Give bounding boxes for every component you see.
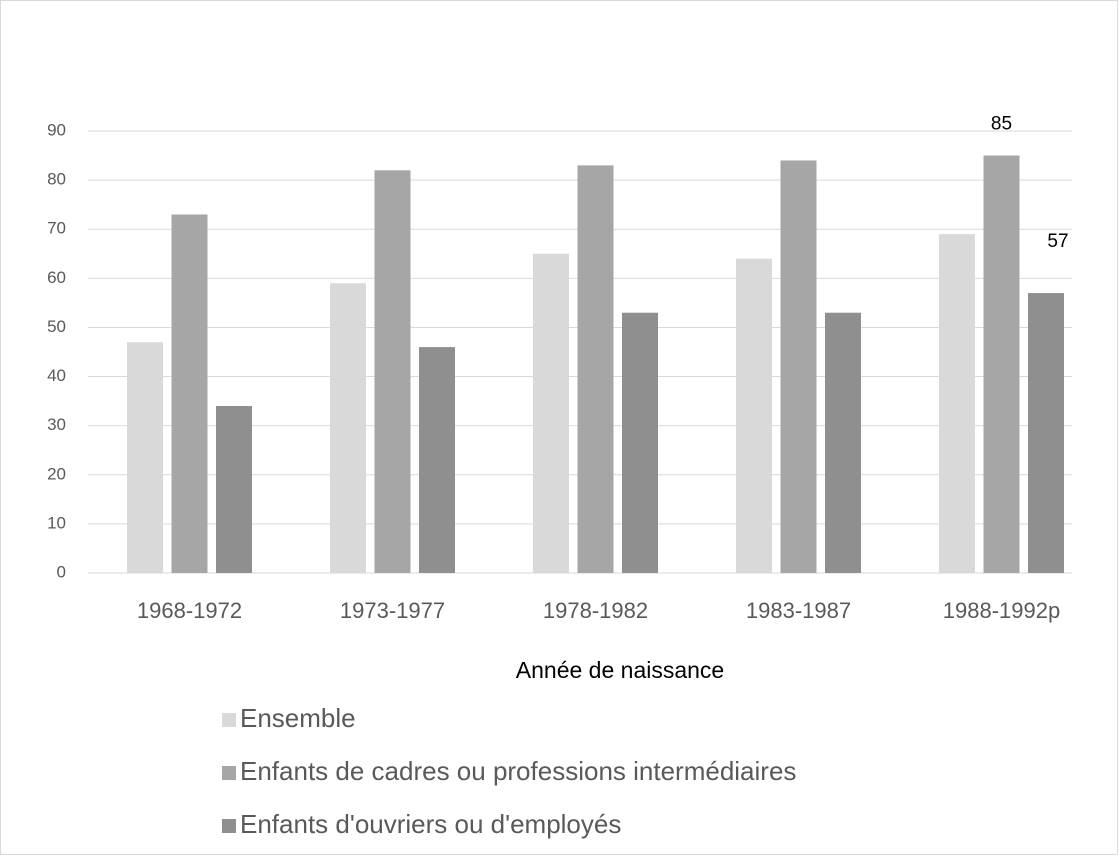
- y-tick-label: 0: [57, 562, 66, 581]
- legend-label: Ensemble: [240, 703, 356, 733]
- bar: [983, 155, 1020, 574]
- x-tick-label: 1983-1987: [746, 598, 851, 623]
- bar: [1028, 293, 1064, 573]
- data-label: 85: [991, 114, 1012, 135]
- legend-swatch: [222, 713, 236, 727]
- legend-label: Enfants de cadres ou professions intermé…: [240, 756, 796, 786]
- bar: [825, 312, 861, 573]
- y-tick-label: 80: [47, 170, 66, 189]
- bar: [533, 253, 569, 573]
- y-tick-label: 10: [47, 513, 66, 532]
- y-tick-label: 50: [47, 317, 66, 336]
- legend-label: Enfants d'ouvriers ou d'employés: [240, 809, 621, 839]
- bar: [939, 234, 975, 573]
- bar: [780, 160, 817, 573]
- bar: [171, 214, 208, 573]
- bar: [577, 165, 614, 573]
- x-tick-label: 1968-1972: [137, 598, 242, 623]
- x-tick-label: 1978-1982: [543, 598, 648, 623]
- bar: [374, 170, 411, 574]
- legend-swatch: [222, 819, 236, 833]
- y-tick-label: 40: [47, 366, 66, 385]
- y-tick-label: 30: [47, 415, 66, 434]
- data-label: 57: [1047, 231, 1068, 252]
- bar: [127, 342, 163, 573]
- bar: [216, 406, 252, 573]
- legend-swatch: [222, 766, 236, 780]
- bar: [622, 312, 658, 573]
- bar: [419, 347, 455, 573]
- x-axis-title: Année de naissance: [516, 657, 724, 683]
- bar: [330, 283, 366, 573]
- y-tick-label: 70: [47, 219, 66, 238]
- x-tick-label: 1973-1977: [340, 598, 445, 623]
- y-tick-label: 20: [47, 464, 66, 483]
- x-tick-label: 1988-1992p: [943, 598, 1060, 623]
- y-tick-label: 60: [47, 268, 66, 287]
- bar: [736, 258, 772, 573]
- y-tick-label: 90: [47, 120, 66, 139]
